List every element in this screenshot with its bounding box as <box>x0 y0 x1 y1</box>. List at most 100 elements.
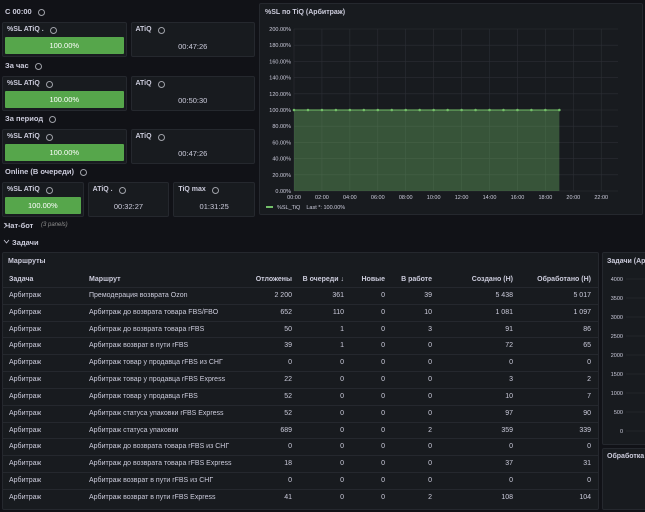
y-tick-label: 4000 <box>611 277 623 283</box>
bottom-title: Обработка <box>607 453 645 460</box>
table-cell: 0 <box>587 359 591 367</box>
table-cell: 0 <box>340 426 344 434</box>
table-cell: Премодерация возврата Ozon <box>89 292 188 299</box>
table-cell: 39 <box>424 292 432 299</box>
table-cell: 86 <box>583 325 591 333</box>
table-cell: 689 <box>280 426 292 434</box>
x-tick-label: 10:00 <box>427 195 441 201</box>
table-cell: 0 <box>428 443 432 451</box>
table-cell: Арбитраж <box>9 477 42 485</box>
x-tick-label: 12:00 <box>455 195 469 201</box>
table-cell: 2 <box>587 376 591 384</box>
table-cell: 1 <box>340 325 344 333</box>
table-cell: 0 <box>381 292 385 299</box>
series-point <box>334 108 338 112</box>
y-tick-label: 0 <box>620 429 623 435</box>
table-cell: 0 <box>340 376 344 384</box>
section-title: Задачи <box>12 238 39 247</box>
y-tick-label: 180.00% <box>269 43 291 49</box>
table-cell: 5 438 <box>495 292 513 299</box>
table-cell: 0 <box>340 392 344 400</box>
table-cell: Арбитраж <box>9 359 42 367</box>
table-cell: Арбитраж <box>9 409 42 417</box>
legend-stat: Last *: 100.00% <box>306 205 345 211</box>
table-cell: 52 <box>284 409 292 417</box>
row-title: Online (В очереди) <box>5 167 74 176</box>
chevrons <box>3 222 10 244</box>
table-cell: 0 <box>381 325 385 333</box>
row-separator <box>3 455 598 457</box>
table-cell: 90 <box>583 409 591 417</box>
table-cell: 0 <box>288 359 292 367</box>
x-tick-label: 22:00 <box>594 195 608 201</box>
series-point <box>502 108 505 112</box>
stat-gauge: 100.00% <box>5 197 81 214</box>
bottom-panel <box>602 448 645 510</box>
table-cell: Арбитраж возврат в пути rFBS Express <box>89 493 216 501</box>
info-icon <box>46 81 53 88</box>
table-cell: 0 <box>509 359 513 367</box>
stat-value: 00:32:27 <box>113 202 144 211</box>
stat-panel: ATiQ 00:47:26 <box>130 129 255 164</box>
series-point <box>362 108 366 112</box>
table-cell: 52 <box>284 392 292 400</box>
table-cell: 1 097 <box>573 308 591 316</box>
stat-title: ATiQ <box>135 133 152 140</box>
table-cell: 0 <box>587 477 591 485</box>
table-cell: Арбитраж до возврата товара rFBS Express <box>89 460 232 468</box>
table-cell: 0 <box>509 443 513 451</box>
table-cell: 0 <box>381 426 385 434</box>
row-separator <box>3 472 598 474</box>
y-tick-label: 20.00% <box>272 173 291 179</box>
table-cell: 3 <box>509 376 513 384</box>
column-header: Создано (Н) <box>471 276 513 283</box>
side-panel: Задачи (Ар 4000 3500 3000 2500 2000 1500 1000 50… <box>602 252 645 445</box>
table-cell: 37 <box>505 460 513 468</box>
info-icon <box>157 81 165 88</box>
table-cell: 3 <box>428 325 432 333</box>
table-cell: 110 <box>332 308 344 316</box>
column-header: Задача <box>9 276 34 283</box>
table-cell: 0 <box>381 376 385 384</box>
table-cell: 18 <box>284 460 292 468</box>
stat-value: 01:31:25 <box>199 202 229 211</box>
series-area <box>294 110 560 191</box>
table-cell: 652 <box>280 308 292 316</box>
table-cell: 72 <box>505 342 513 350</box>
table-cell: Арбитраж <box>9 342 42 350</box>
table-cell: 0 <box>381 477 385 485</box>
column-header: Отложены <box>255 276 292 283</box>
table-cell: 31 <box>583 460 591 468</box>
stat-panel: %SL ATiQ 100.00% <box>2 182 84 217</box>
series-point <box>446 108 449 112</box>
row-separator <box>3 404 598 406</box>
table-cell: 0 <box>509 477 513 485</box>
stat-panel: %SL ATiQ 100.00% <box>2 129 127 164</box>
series-point <box>474 108 477 112</box>
stat-title: %SL ATiQ <box>7 133 40 140</box>
table-cell: 0 <box>428 460 432 468</box>
table-cell: 0 <box>381 342 385 350</box>
table-cell: 0 <box>381 493 385 501</box>
x-tick-label: 04:00 <box>343 195 357 201</box>
series-point <box>348 108 352 112</box>
stat-gauge: 100.00% <box>5 91 124 108</box>
row-separator <box>3 387 598 389</box>
info-icon <box>35 63 42 70</box>
column-header: Маршрут <box>89 276 121 283</box>
column-header: В работе <box>401 276 432 283</box>
info-icon <box>80 169 87 176</box>
x-tick-label: 00:00 <box>287 195 301 201</box>
series-point <box>320 108 324 112</box>
table-cell: Арбитраж до возврата товара FBS/FBO <box>89 308 219 316</box>
series-point <box>404 108 408 112</box>
side-chart: 4000 3500 3000 2500 2000 1500 1000 500 0 <box>611 277 645 435</box>
series-point <box>292 108 296 112</box>
table-cell: 0 <box>288 443 292 451</box>
x-tick-label: 16:00 <box>511 195 525 201</box>
y-tick-label: 40.00% <box>272 157 291 163</box>
table-cell: 0 <box>340 477 344 485</box>
y-tick-label: 200.00% <box>269 27 291 33</box>
series-point <box>558 108 561 112</box>
